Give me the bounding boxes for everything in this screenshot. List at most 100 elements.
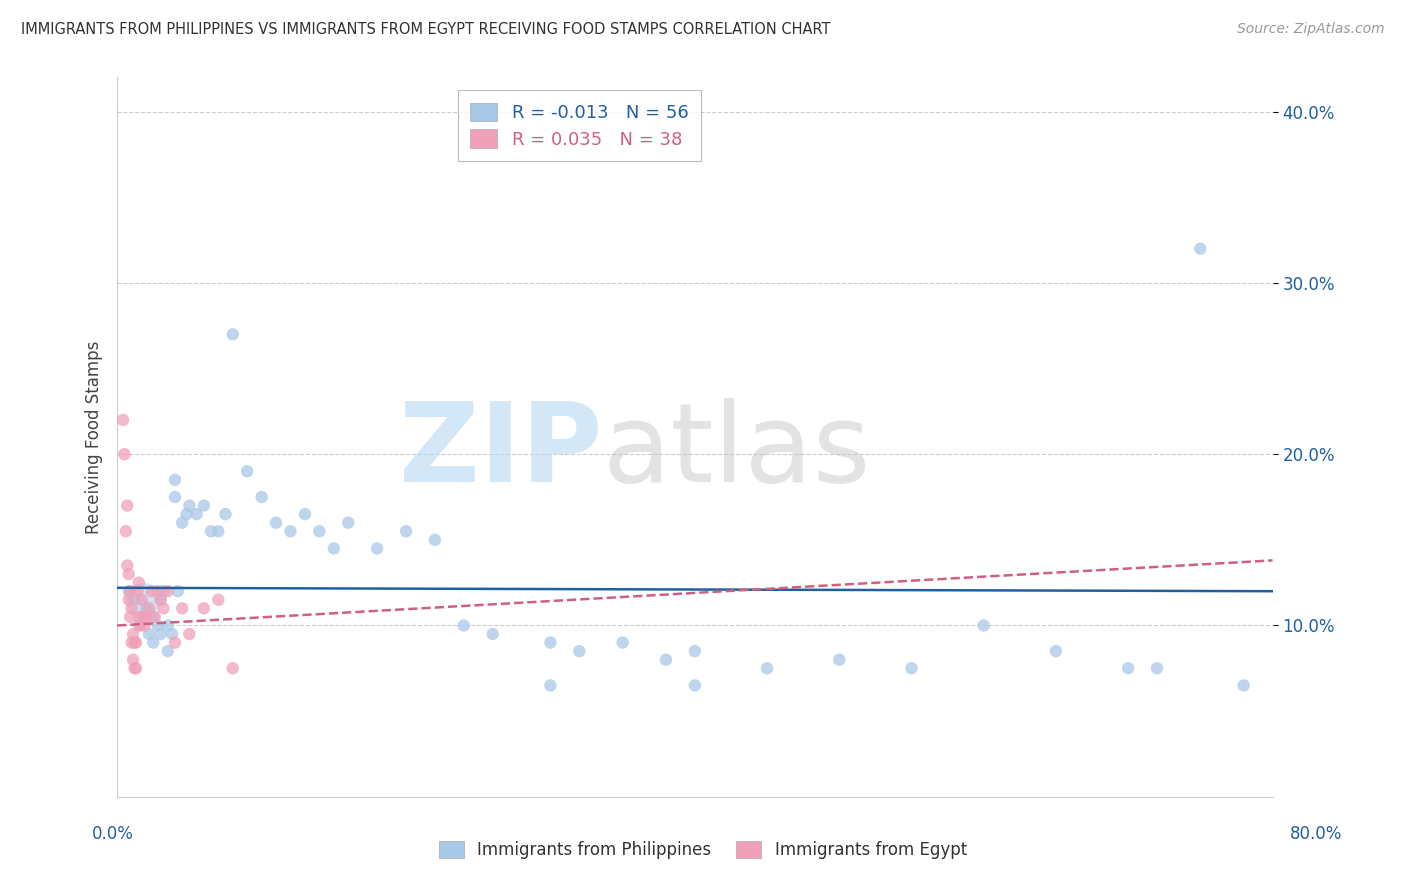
Text: 80.0%: 80.0% [1291,825,1343,843]
Text: atlas: atlas [602,398,870,505]
Point [138,601,160,615]
Point [112,447,135,461]
Y-axis label: Receiving Food Stamps: Receiving Food Stamps [86,341,103,533]
Point [156,644,179,658]
Point [135,601,157,615]
Point [143,610,166,624]
Point [481,627,503,641]
Point [655,653,678,667]
Point [538,635,561,649]
Point [172,601,194,615]
Point [1045,644,1067,658]
Point [172,516,194,530]
Point [142,610,165,624]
Point [176,507,198,521]
Legend: R = -0.013   N = 56, R = 0.035   N = 38: R = -0.013 N = 56, R = 0.035 N = 38 [457,90,702,161]
Point [186,507,208,521]
Point [120,584,142,599]
Point [129,618,152,632]
Point [683,678,706,692]
Point [141,584,163,599]
Point [121,601,143,615]
Point [132,610,155,624]
Point [166,584,188,599]
Point [207,524,229,539]
Point [149,592,172,607]
Point [1189,242,1212,256]
Point [156,584,179,599]
Text: IMMIGRANTS FROM PHILIPPINES VS IMMIGRANTS FROM EGYPT RECEIVING FOOD STAMPS CORRE: IMMIGRANTS FROM PHILIPPINES VS IMMIGRANT… [21,22,831,37]
Point [453,618,475,632]
Point [131,592,153,607]
Text: Source: ZipAtlas.com: Source: ZipAtlas.com [1237,22,1385,37]
Point [156,618,179,632]
Point [149,592,172,607]
Point [337,516,360,530]
Point [193,601,215,615]
Point [395,524,418,539]
Point [163,490,186,504]
Point [124,635,146,649]
Point [612,635,634,649]
Point [322,541,344,556]
Point [115,524,138,539]
Point [828,653,851,667]
Point [179,499,201,513]
Point [160,627,183,641]
Point [152,584,174,599]
Point [179,627,201,641]
Point [122,627,145,641]
Point [250,490,273,504]
Point [973,618,995,632]
Point [152,601,174,615]
Point [163,635,186,649]
Point [124,592,146,607]
Point [111,413,134,427]
Point [132,610,155,624]
Point [222,327,245,342]
Point [200,524,222,539]
Point [120,610,142,624]
Point [117,499,139,513]
Point [1146,661,1168,675]
Point [118,567,141,582]
Point [146,584,169,599]
Point [138,627,160,641]
Point [125,661,148,675]
Legend: Immigrants from Philippines, Immigrants from Egypt: Immigrants from Philippines, Immigrants … [432,834,974,866]
Point [142,635,165,649]
Point [280,524,302,539]
Point [118,584,141,599]
Point [193,499,215,513]
Point [900,661,922,675]
Point [214,507,236,521]
Point [117,558,139,573]
Point [124,661,146,675]
Point [683,644,706,658]
Point [756,661,779,675]
Point [308,524,330,539]
Point [132,592,155,607]
Point [1233,678,1256,692]
Point [264,516,287,530]
Point [1116,661,1139,675]
Point [122,653,145,667]
Point [135,610,157,624]
Point [128,618,150,632]
Point [127,584,149,599]
Point [538,678,561,692]
Point [366,541,388,556]
Point [125,635,148,649]
Point [121,635,143,649]
Point [163,473,186,487]
Point [118,592,141,607]
Point [294,507,316,521]
Point [236,464,259,478]
Point [207,592,229,607]
Point [146,618,169,632]
Point [568,644,591,658]
Point [222,661,245,675]
Point [128,610,150,624]
Point [423,533,446,547]
Text: 0.0%: 0.0% [91,825,134,843]
